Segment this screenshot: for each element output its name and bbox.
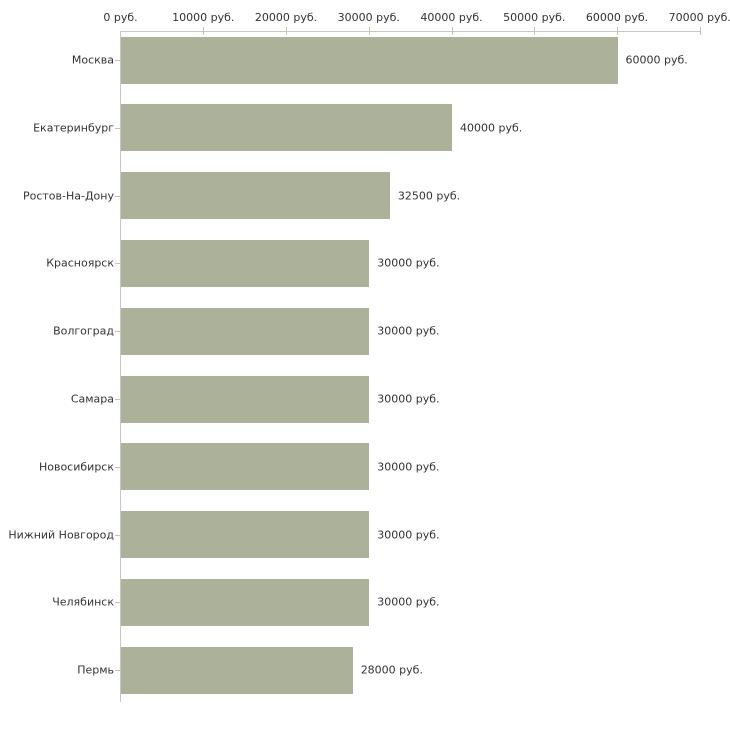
bar — [121, 511, 370, 559]
bar — [121, 239, 370, 287]
category-tick-mark — [115, 535, 120, 536]
category-tick-mark — [115, 399, 120, 400]
category-label: Красноярск — [46, 256, 114, 270]
value-label: 60000 руб. — [625, 53, 688, 67]
value-label: 30000 руб. — [377, 324, 440, 338]
category-label: Новосибирск — [38, 460, 114, 474]
x-axis-tick-label: 40000 руб. — [420, 11, 483, 24]
bar — [121, 578, 370, 626]
x-axis-tick-mark — [203, 27, 204, 35]
category-label: Екатеринбург — [33, 121, 114, 135]
value-label: 30000 руб. — [377, 392, 440, 406]
category-label: Волгоград — [53, 324, 114, 338]
category-label: Челябинск — [52, 595, 114, 609]
category-tick-mark — [115, 602, 120, 603]
x-axis-tick-mark — [286, 27, 287, 35]
category-label: Нижний Новгород — [8, 528, 114, 542]
category-tick-mark — [115, 60, 120, 61]
value-label: 32500 руб. — [397, 189, 461, 203]
category-label: Ростов-На-Дону — [22, 189, 114, 203]
value-label: 30000 руб. — [377, 528, 440, 542]
x-axis-tick-mark — [700, 27, 701, 35]
x-axis-tick-mark — [369, 27, 370, 35]
x-axis-tick-mark — [617, 27, 618, 35]
x-axis-tick-mark — [452, 27, 453, 35]
bar — [121, 443, 370, 491]
category-tick-mark — [115, 263, 120, 264]
category-tick-mark — [115, 128, 120, 129]
bar — [121, 104, 452, 152]
x-axis-tick-label: 20000 руб. — [254, 11, 318, 24]
value-label: 30000 руб. — [377, 256, 440, 270]
value-label: 28000 руб. — [360, 663, 423, 677]
category-tick-mark — [115, 467, 120, 468]
bar — [121, 646, 353, 694]
bar — [121, 172, 390, 220]
bar — [121, 375, 370, 423]
y-axis-line — [120, 31, 121, 702]
x-axis-tick-label: 50000 руб. — [503, 11, 566, 24]
x-axis-tick-label: 60000 руб. — [585, 11, 649, 24]
category-label: Самара — [70, 392, 114, 406]
category-label: Пермь — [77, 663, 114, 677]
x-axis-tick-mark — [534, 27, 535, 35]
value-label: 40000 руб. — [460, 121, 523, 135]
category-tick-mark — [115, 196, 120, 197]
x-axis-tick-label: 0 руб. — [103, 11, 138, 24]
x-axis-line — [120, 31, 701, 32]
category-tick-mark — [115, 331, 120, 332]
bar — [121, 36, 618, 84]
category-label: Москва — [71, 53, 114, 67]
x-axis-tick-label: 30000 руб. — [337, 11, 400, 24]
value-label: 30000 руб. — [377, 595, 440, 609]
value-label: 30000 руб. — [377, 460, 440, 474]
x-axis-tick-label: 70000 руб. — [668, 11, 730, 24]
x-axis-tick-label: 10000 руб. — [172, 11, 235, 24]
bar — [121, 307, 370, 355]
category-tick-mark — [115, 670, 120, 671]
